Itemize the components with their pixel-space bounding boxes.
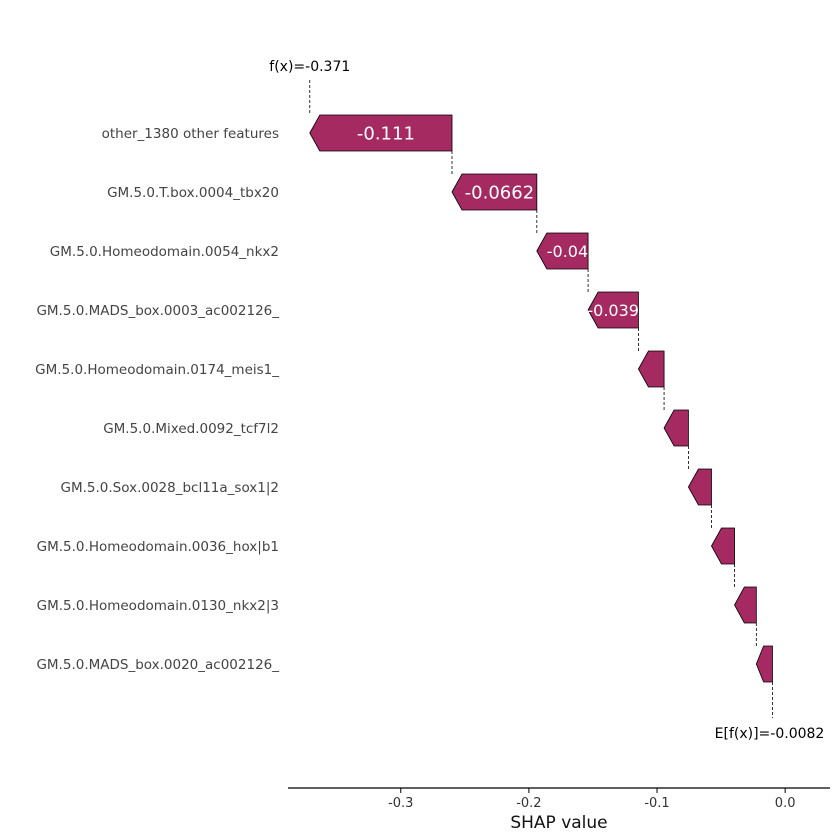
waterfall-bar: [734, 586, 757, 624]
feature-label: GM.5.0.Homeodomain.0036_hox|b1: [37, 539, 279, 555]
feature-labels: other_1380 other features GM.5.0.T.box.00…: [35, 126, 279, 673]
waterfall-bar: [309, 114, 453, 152]
feature-label: GM.5.0.Sox.0028_bcl11a_sox1|2: [61, 480, 280, 496]
connector-lines: [309, 80, 773, 718]
waterfall-bar: [587, 291, 639, 329]
x-axis-label: SHAP value: [510, 813, 607, 833]
x-tick-label: -0.1: [644, 796, 669, 811]
waterfall-bar: [711, 527, 735, 565]
feature-label: GM.5.0.Homeodomain.0130_nkx2|3: [37, 598, 279, 614]
x-tick-label: -0.3: [388, 796, 413, 811]
feature-label: GM.5.0.Homeodomain.0054_nkx2: [50, 244, 279, 260]
waterfall-bar: [536, 232, 589, 270]
feature-label: other_1380 other features: [102, 126, 279, 142]
waterfall-bar: [755, 645, 773, 683]
waterfall-bar: [637, 350, 665, 388]
x-tick-label: -0.2: [516, 796, 541, 811]
waterfall-bar: [687, 468, 712, 506]
x-axis: -0.3 -0.2 -0.1 0.0: [288, 787, 830, 811]
feature-label: GM.5.0.MADS_box.0003_ac002126_: [36, 303, 279, 319]
feature-label: GM.5.0.T.box.0004_tbx20: [107, 185, 279, 201]
feature-label: GM.5.0.Homeodomain.0174_meis1_: [35, 362, 279, 378]
bar-value-label: -0.04: [547, 242, 588, 261]
bar-value-labels: -0.111 -0.0662 -0.04 -0.0393: [357, 123, 649, 319]
expected-value-annotation: E[f(x)]=-0.0082: [715, 726, 825, 742]
bars-group: [309, 114, 773, 683]
bar-value-label: -0.0662: [465, 182, 534, 203]
fx-annotation: f(x)=-0.371: [269, 59, 350, 75]
bar-value-label: -0.111: [357, 123, 415, 144]
waterfall-bar: [663, 409, 689, 447]
x-tick-label: 0.0: [775, 796, 796, 811]
waterfall-bar: [451, 173, 538, 211]
bar-value-label: -0.0393: [587, 301, 649, 320]
feature-label: GM.5.0.MADS_box.0020_ac002126_: [36, 657, 279, 673]
feature-label: GM.5.0.Mixed.0092_tcf7l2: [103, 421, 279, 437]
